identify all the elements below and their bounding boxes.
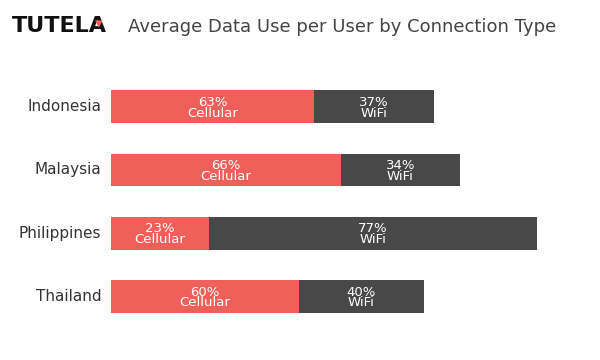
Text: ▾: ▾ — [95, 16, 103, 31]
Text: 37%: 37% — [359, 96, 389, 109]
Bar — [341, 154, 460, 186]
Text: Malaysia: Malaysia — [35, 162, 101, 177]
Text: 60%: 60% — [190, 285, 220, 298]
Text: WiFi: WiFi — [387, 170, 414, 183]
Text: TUTELA: TUTELA — [12, 16, 107, 36]
Text: WiFi: WiFi — [361, 107, 388, 120]
Text: WiFi: WiFi — [359, 233, 386, 246]
Text: 66%: 66% — [211, 159, 241, 172]
Text: WiFi: WiFi — [348, 296, 375, 309]
Text: Cellular: Cellular — [179, 296, 230, 309]
Text: Cellular: Cellular — [200, 170, 251, 183]
Bar — [111, 280, 299, 313]
Text: Indonesia: Indonesia — [28, 99, 101, 114]
Bar — [111, 217, 209, 249]
Text: 34%: 34% — [386, 159, 415, 172]
Bar — [314, 90, 434, 123]
Text: Average Data Use per User by Connection Type: Average Data Use per User by Connection … — [128, 18, 556, 36]
Bar — [209, 217, 537, 249]
Text: 40%: 40% — [347, 285, 376, 298]
Text: 63%: 63% — [198, 96, 227, 109]
Text: 77%: 77% — [358, 222, 388, 235]
Text: 23%: 23% — [145, 222, 175, 235]
Bar — [111, 90, 314, 123]
Text: Cellular: Cellular — [134, 233, 185, 246]
Text: Cellular: Cellular — [187, 107, 238, 120]
Bar — [111, 154, 341, 186]
Text: Philippines: Philippines — [19, 226, 101, 241]
Bar — [299, 280, 424, 313]
Text: Thailand: Thailand — [35, 289, 101, 304]
